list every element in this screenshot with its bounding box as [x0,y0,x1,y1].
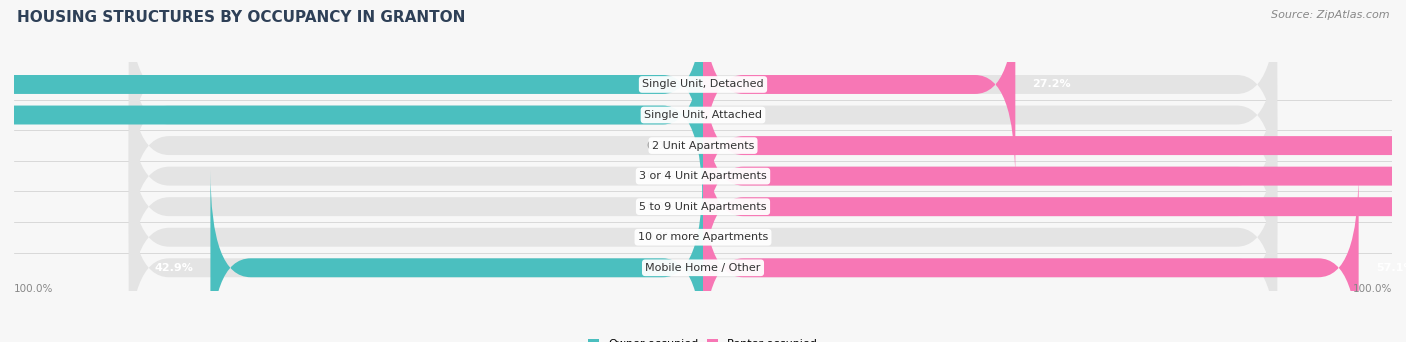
Text: 10 or more Apartments: 10 or more Apartments [638,232,768,242]
Text: 2 Unit Apartments: 2 Unit Apartments [652,141,754,150]
Text: HOUSING STRUCTURES BY OCCUPANCY IN GRANTON: HOUSING STRUCTURES BY OCCUPANCY IN GRANT… [17,10,465,25]
Legend: Owner-occupied, Renter-occupied: Owner-occupied, Renter-occupied [588,339,818,342]
Text: 0.0%: 0.0% [645,202,675,212]
FancyBboxPatch shape [0,0,703,182]
Text: Mobile Home / Other: Mobile Home / Other [645,263,761,273]
Text: Single Unit, Attached: Single Unit, Attached [644,110,762,120]
Text: 0.0%: 0.0% [645,171,675,181]
Text: 27.2%: 27.2% [1032,79,1071,90]
FancyBboxPatch shape [703,48,1406,243]
FancyBboxPatch shape [703,79,1406,274]
Text: 42.9%: 42.9% [155,263,193,273]
Text: 100.0%: 100.0% [1353,284,1392,294]
FancyBboxPatch shape [129,140,1277,335]
Text: 57.1%: 57.1% [1376,263,1406,273]
Text: 0.0%: 0.0% [645,232,675,242]
Text: Source: ZipAtlas.com: Source: ZipAtlas.com [1271,10,1389,20]
Text: 0.0%: 0.0% [731,232,761,242]
FancyBboxPatch shape [129,0,1277,182]
FancyBboxPatch shape [129,109,1277,304]
FancyBboxPatch shape [703,170,1358,342]
FancyBboxPatch shape [0,17,703,212]
FancyBboxPatch shape [703,109,1406,304]
Text: Single Unit, Detached: Single Unit, Detached [643,79,763,90]
Text: 5 to 9 Unit Apartments: 5 to 9 Unit Apartments [640,202,766,212]
Text: 3 or 4 Unit Apartments: 3 or 4 Unit Apartments [640,171,766,181]
FancyBboxPatch shape [129,48,1277,243]
Text: 100.0%: 100.0% [14,284,53,294]
Text: 0.0%: 0.0% [645,141,675,150]
FancyBboxPatch shape [129,79,1277,274]
FancyBboxPatch shape [129,170,1277,342]
FancyBboxPatch shape [211,170,703,342]
FancyBboxPatch shape [703,0,1015,182]
FancyBboxPatch shape [129,17,1277,212]
Text: 0.0%: 0.0% [731,110,761,120]
